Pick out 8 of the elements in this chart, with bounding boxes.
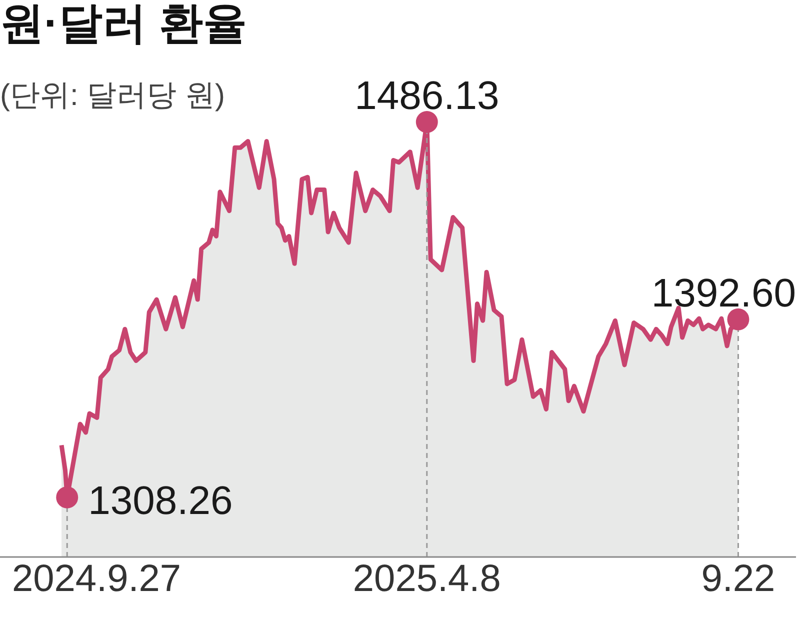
x-tick-label: 9.22 — [701, 558, 776, 600]
data-label: 1308.26 — [88, 479, 233, 524]
chart-title: 원·달러 환율 — [0, 0, 247, 48]
data-label: 1392.60 — [651, 271, 796, 316]
x-tick-label: 2025.4.8 — [352, 558, 501, 600]
chart-subtitle: (단위: 달러당 원) — [0, 78, 225, 114]
data-label: 1486.13 — [354, 74, 500, 118]
x-tick-label: 2024.9.27 — [12, 558, 182, 600]
